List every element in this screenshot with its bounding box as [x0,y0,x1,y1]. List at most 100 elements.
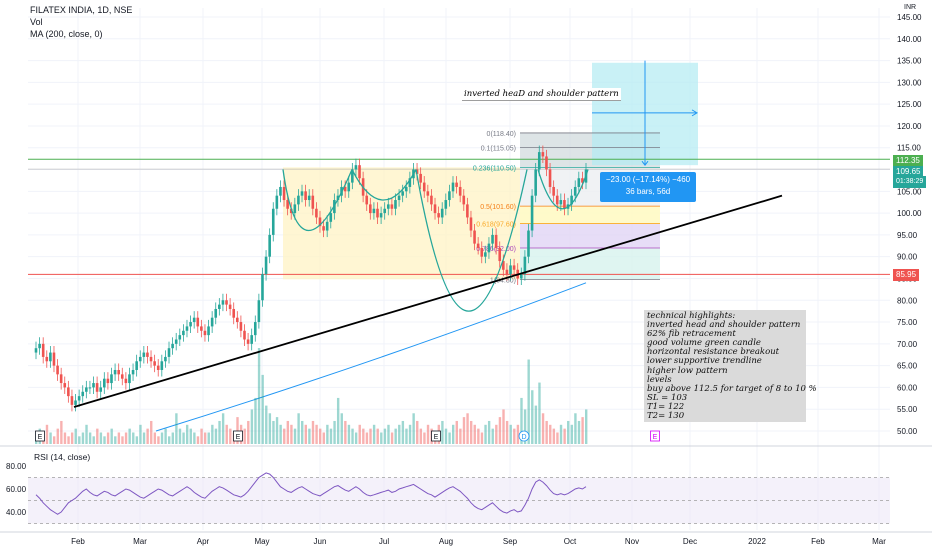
candle-body [336,195,340,201]
candle-body [570,195,573,205]
x-tick-label: Dec [683,537,697,546]
volume-bar [480,432,484,444]
y-tick-label: 125.00 [897,100,922,109]
candle-body [38,343,41,349]
candle-body [494,234,498,248]
candle-body [160,361,164,370]
candle-body [232,308,236,318]
candle-body [214,308,218,318]
volume-bar [308,428,311,444]
y-tick-label: 60.00 [897,383,918,392]
candle-body [156,365,160,370]
candle-body [383,208,386,214]
volume-bar [347,424,351,444]
volume-bar [153,432,157,444]
volume-bar [401,420,405,444]
y-tick-label: 135.00 [897,57,922,66]
volume-bar [567,420,570,444]
volume-bar [236,417,239,444]
volume-bar [559,424,563,444]
fib-zone-3 [520,223,660,248]
volume-bar [272,420,275,444]
volume-bar [74,428,77,444]
volume-bar [527,359,530,444]
candle-body [390,204,394,209]
candle-body [149,356,153,362]
volume-bar [394,428,397,444]
volume-bar [293,428,297,444]
candle-body [59,374,63,384]
volume-bar [52,436,56,444]
candle-body [473,230,476,244]
volume-bar [516,424,520,444]
volume-bar [193,432,196,444]
candle-body [523,256,527,275]
fib-level-label: 0.236(110.50) [473,165,516,172]
measure-line-1: −23.00 (−17.14%) −460 [605,175,691,184]
volume-bar [283,428,286,444]
candle-body [563,200,566,209]
earnings-marker [233,430,243,442]
x-tick-label: Feb [811,537,825,546]
candle-body [545,156,548,170]
volume-bar [121,436,124,444]
fib-level-label: 0(118.40) [487,131,516,138]
candle-body [63,383,67,388]
volume-bar [369,428,372,444]
volume-bar [581,417,584,444]
volume-bar [45,424,49,444]
candle-body [498,247,502,262]
candle-body [182,330,185,336]
candle-body [264,256,268,275]
volume-bar [513,428,516,444]
note-line: T1= 122 [647,401,685,412]
volume-bar [534,405,538,444]
volume-bar [416,420,419,444]
y-tick-label: 55.00 [897,405,918,414]
volume-bar [110,428,113,444]
candle-body [404,186,408,192]
volume-bar [207,432,210,444]
candle-body [99,387,103,392]
y-tick-label: 100.00 [897,209,922,218]
candle-body [117,369,120,375]
volume-bar [164,428,167,444]
volume-bar [103,436,106,444]
volume-bar [473,424,476,444]
x-tick-label: Sep [503,537,518,546]
shoulder-arc [351,169,417,201]
candle-body [408,178,412,187]
volume-bar [333,420,336,444]
volume-bar [358,424,361,444]
candle-body [236,317,239,323]
x-tick-label: Nov [625,537,639,546]
volume-bar [56,428,59,444]
volume-bar [178,428,182,444]
volume-bar [182,432,185,444]
event-marker-label: E [434,434,439,441]
volume-bar [469,420,473,444]
candle-body [469,217,473,231]
candle-body [537,152,541,170]
candle-body [555,195,559,205]
volume-bar [398,424,401,444]
volume-bar [570,424,574,444]
target-arrow-head [641,160,649,167]
candle-body [530,195,534,231]
volume-bar [85,424,88,444]
candle-body [401,191,404,196]
volume-bar [549,424,552,444]
candle-body [257,300,261,323]
x-tick-label: Oct [564,537,577,546]
volume-bar [290,424,293,444]
candle-body [386,204,390,209]
pattern-zone [283,167,520,280]
candle-body [422,182,426,192]
candle-body [279,186,282,196]
candle-body [174,339,178,344]
volume-bar [150,420,153,444]
candle-body [49,352,52,362]
event-marker-label: E [38,434,43,441]
candle-body [203,330,207,336]
